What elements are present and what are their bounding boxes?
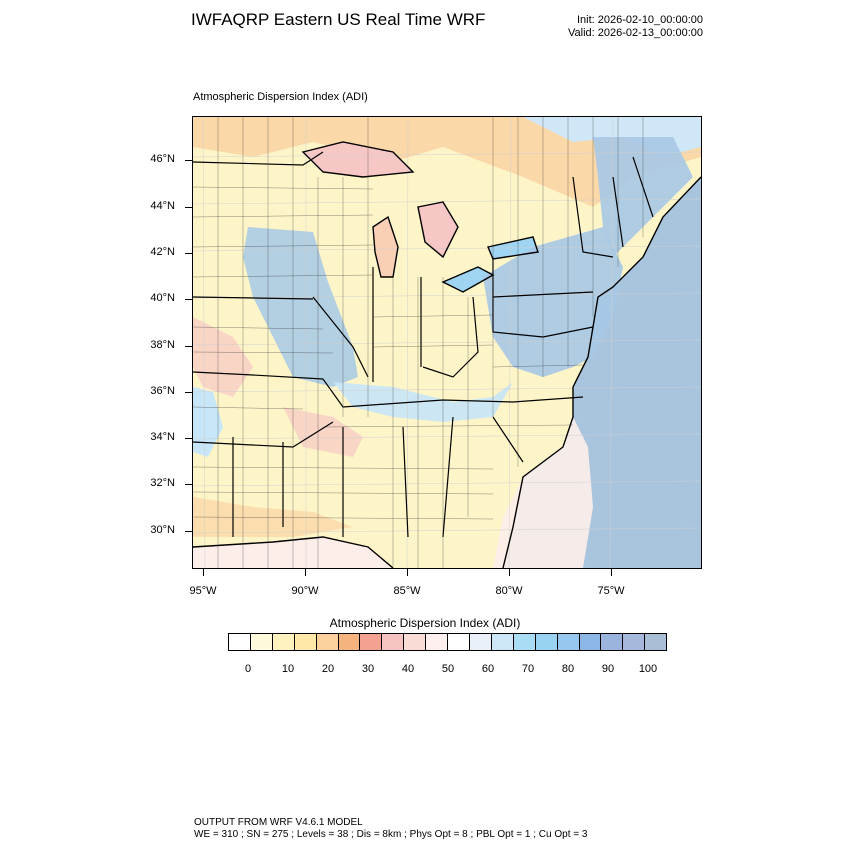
lon-label-90: 90°W [291, 585, 319, 597]
legend-swatch [229, 634, 251, 650]
valid-time: Valid: 2026-02-13_00:00:00 [568, 27, 703, 39]
legend-swatch [338, 634, 361, 650]
legend-swatch [469, 634, 492, 650]
lat-tick [185, 438, 192, 439]
legend-swatch [426, 634, 449, 650]
legend-swatch [360, 634, 383, 650]
high-adi-midwest [243, 227, 358, 387]
lat-tick [185, 346, 192, 347]
lake-erie [443, 267, 493, 292]
legend-label: 10 [281, 663, 295, 675]
legend-swatch [601, 634, 624, 650]
county-boundaries [193, 117, 644, 568]
lon-label-80: 80°W [495, 585, 523, 597]
legend-title: Atmospheric Dispersion Index (ADI) [329, 616, 521, 630]
legend-swatch [579, 634, 602, 650]
low-adi-west [193, 317, 253, 397]
lon-label-95: 95°W [189, 585, 217, 597]
lat-tick [185, 484, 192, 485]
legend-label: 70 [521, 663, 535, 675]
lon-tick [203, 569, 204, 576]
lat-tick [185, 531, 192, 532]
legend-label: 90 [601, 663, 615, 675]
legend-label: 60 [481, 663, 495, 675]
legend-label: 0 [244, 663, 252, 675]
lat-tick [185, 299, 192, 300]
lat-tick [185, 392, 192, 393]
legend-swatch [294, 634, 317, 650]
legend-swatch [404, 634, 427, 650]
lon-label-75: 75°W [597, 585, 625, 597]
legend-label: 100 [638, 663, 658, 675]
lake-michigan [373, 217, 398, 277]
legend-label: 50 [441, 663, 455, 675]
init-time: Init: 2026-02-10_00:00:00 [577, 14, 703, 26]
map-title: IWFAQRP Eastern US Real Time WRF [191, 10, 486, 29]
lake-huron [418, 202, 458, 257]
legend-swatch [623, 634, 646, 650]
lat-label-40: 40°N [150, 292, 175, 304]
coastal-water [493, 417, 593, 568]
lon-tick [305, 569, 306, 576]
lat-label-34: 34°N [150, 431, 175, 443]
legend-swatch [272, 634, 295, 650]
lon-label-85: 85°W [393, 585, 421, 597]
legend-swatch [491, 634, 514, 650]
legend-swatch [316, 634, 339, 650]
lon-tick [611, 569, 612, 576]
legend-label: 80 [561, 663, 575, 675]
legend-label: 20 [321, 663, 335, 675]
lat-label-44: 44°N [150, 200, 175, 212]
legend-swatch [382, 634, 405, 650]
color-legend [228, 633, 667, 651]
legend-label: 30 [361, 663, 375, 675]
adi-map [193, 117, 701, 568]
lat-label-30: 30°N [150, 524, 175, 536]
map-panel [192, 116, 702, 569]
lon-tick [509, 569, 510, 576]
legend-swatch [645, 634, 667, 650]
model-info: OUTPUT FROM WRF V4.6.1 MODEL [194, 817, 363, 828]
lat-tick [185, 253, 192, 254]
lat-label-46: 46°N [150, 153, 175, 165]
lat-label-36: 36°N [150, 385, 175, 397]
legend-label: 40 [401, 663, 415, 675]
legend-swatch [448, 634, 470, 650]
lat-tick [185, 207, 192, 208]
lat-tick [185, 160, 192, 161]
map-subtitle: Atmospheric Dispersion Index (ADI) [193, 91, 368, 103]
lon-tick [407, 569, 408, 576]
legend-swatch [535, 634, 558, 650]
coastlines [193, 141, 701, 568]
lat-label-42: 42°N [150, 246, 175, 258]
moderate-adi-southwest [193, 387, 223, 457]
model-settings: WE = 310 ; SN = 275 ; Levels = 38 ; Dis … [194, 829, 588, 840]
lat-label-38: 38°N [150, 339, 175, 351]
legend-swatch [513, 634, 536, 650]
legend-swatch [250, 634, 273, 650]
legend-swatch [557, 634, 580, 650]
lat-label-32: 32°N [150, 477, 175, 489]
